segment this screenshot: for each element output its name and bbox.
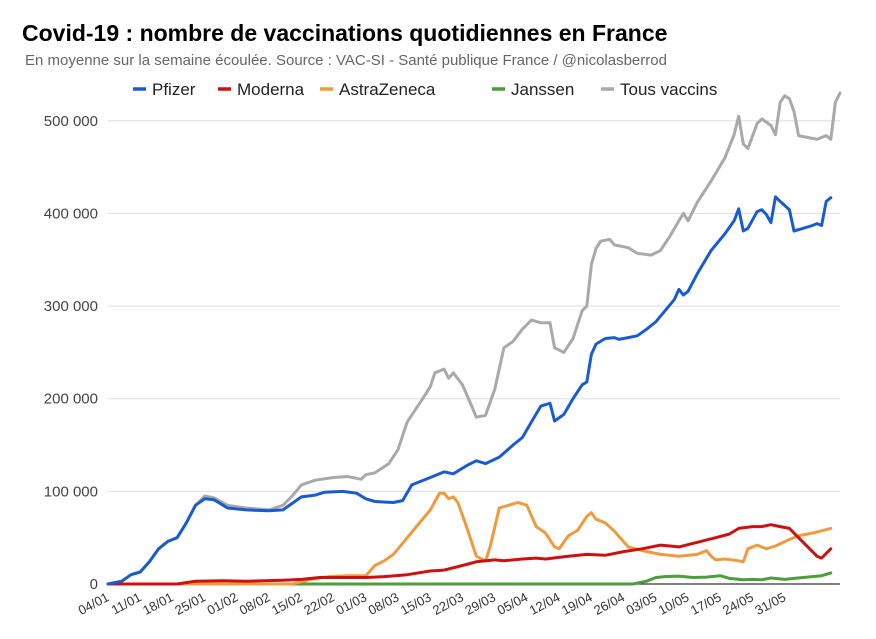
x-tick-label: 12/04: [527, 589, 563, 618]
legend: Pfizer Moderna AstraZeneca Janssen Tous vacc…: [133, 80, 717, 99]
x-tick-label: 22/03: [430, 589, 466, 618]
x-tick-label: 15/03: [398, 589, 434, 618]
y-tick-label: 200 000: [44, 391, 98, 408]
x-tick-label: 25/01: [172, 589, 208, 618]
x-tick-label: 18/01: [140, 589, 176, 618]
y-axis-ticks: 0 100 000 200 000 300 000 400 000 500 000: [44, 113, 98, 593]
x-tick-label: 08/03: [366, 589, 402, 618]
x-tick-label: 11/01: [109, 589, 144, 617]
series-lines: [106, 91, 842, 586]
x-axis-ticks: 04/0111/0118/0125/0101/0208/0215/0222/02…: [76, 589, 789, 618]
legend-label: Pfizer: [152, 80, 196, 99]
gridlines: [108, 120, 840, 585]
legend-label: Janssen: [511, 80, 574, 99]
x-tick-label: 01/03: [333, 589, 369, 618]
series-line-pfizer: [106, 195, 833, 586]
x-tick-label: 04/01: [76, 589, 112, 618]
legend-label: Moderna: [237, 80, 305, 99]
series-line-moderna: [106, 523, 833, 586]
y-tick-label: 300 000: [44, 298, 98, 315]
x-tick-label: 01/02: [205, 589, 241, 618]
x-tick-label: 10/05: [656, 589, 692, 618]
y-tick-label: 400 000: [44, 205, 98, 222]
x-tick-label: 31/05: [752, 589, 788, 618]
x-tick-label: 19/04: [559, 589, 595, 618]
x-tick-label: 24/05: [720, 589, 756, 618]
y-tick-label: 500 000: [44, 113, 98, 130]
x-tick-label: 29/03: [462, 589, 498, 618]
series-line-astrazeneca: [106, 491, 833, 586]
legend-label: AstraZeneca: [339, 80, 436, 99]
series-line-tous-vaccins: [106, 91, 842, 586]
x-tick-label: 17/05: [688, 589, 724, 618]
x-tick-label: 03/05: [623, 589, 659, 618]
x-tick-label: 08/02: [237, 589, 273, 618]
x-tick-label: 26/04: [591, 589, 627, 618]
x-tick-label: 22/02: [301, 589, 337, 618]
series-line-janssen: [106, 571, 833, 586]
chart-title: Covid-19 : nombre de vaccinations quotid…: [22, 20, 668, 46]
x-tick-label: 05/04: [495, 589, 531, 618]
y-tick-label: 100 000: [44, 483, 98, 500]
x-tick-label: 15/02: [269, 589, 305, 618]
y-tick-label: 0: [90, 576, 98, 593]
legend-label: Tous vaccins: [620, 80, 717, 99]
chart-subtitle: En moyenne sur la semaine écoulée. Sourc…: [25, 52, 667, 69]
